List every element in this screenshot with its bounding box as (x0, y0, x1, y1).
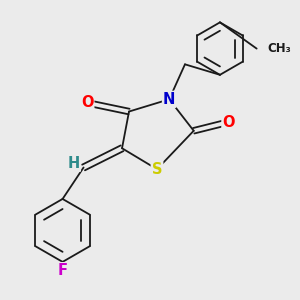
Text: O: O (222, 115, 235, 130)
Text: CH₃: CH₃ (268, 42, 292, 55)
Text: F: F (58, 263, 68, 278)
Text: O: O (81, 95, 93, 110)
Text: H: H (68, 156, 80, 171)
Text: S: S (152, 162, 162, 177)
Text: N: N (163, 92, 175, 107)
